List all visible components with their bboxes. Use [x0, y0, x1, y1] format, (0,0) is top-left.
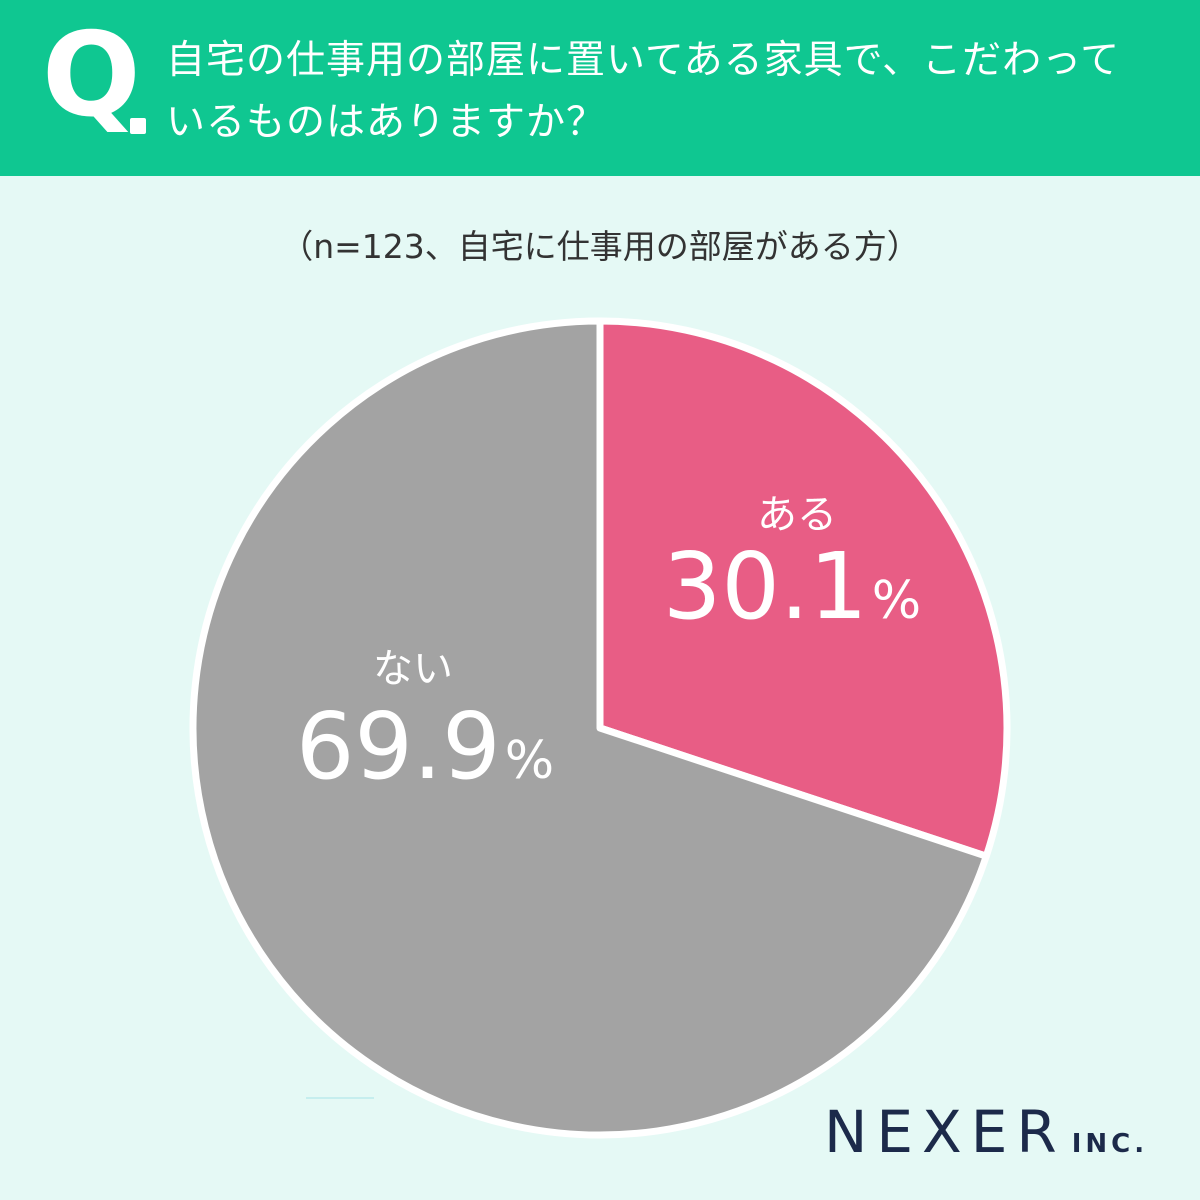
slice-value-nai: 69.9%: [296, 693, 554, 800]
slice-label-nai: ない: [373, 646, 453, 692]
question-text: 自宅の仕事用の部屋に置いてある家具で、こだわって いるものはありますか？: [166, 30, 1176, 154]
pie-slice-aru: [596, 317, 1011, 860]
slice-label-aru: ある: [757, 492, 837, 538]
question-header: Q 自宅の仕事用の部屋に置いてある家具で、こだわって いるものはありますか？: [0, 0, 1200, 176]
q-mark: Q: [42, 8, 141, 143]
logo-sub-text: INC.: [1071, 1129, 1149, 1159]
q-dot: [130, 118, 146, 134]
pie-slice-nai: [189, 317, 990, 1139]
decorative-line: [306, 1097, 374, 1099]
slice-value-aru: 30.1%: [663, 533, 921, 640]
question-line-1: 自宅の仕事用の部屋に置いてある家具で、こだわって: [166, 38, 1121, 83]
question-line-2: いるものはありますか？: [166, 100, 607, 145]
nexer-logo: NEXER INC.: [824, 1098, 1148, 1166]
sample-note: （n=123、自宅に仕事用の部屋がある方）: [280, 227, 920, 266]
logo-main-text: NEXER: [824, 1098, 1066, 1166]
